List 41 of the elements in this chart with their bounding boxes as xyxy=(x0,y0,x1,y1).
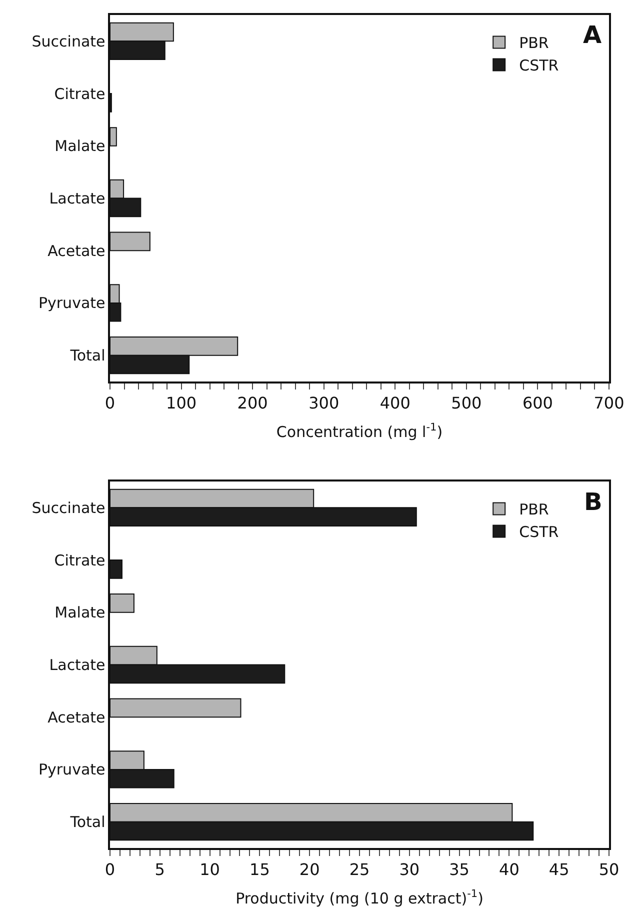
x-tick-label: 20 xyxy=(299,860,320,879)
x-tick-label: 15 xyxy=(250,860,270,879)
annotation: B xyxy=(584,488,602,516)
x-tick-label: 35 xyxy=(449,860,470,879)
x-tick-label: 30 xyxy=(399,860,420,879)
legend-label: PBR xyxy=(519,500,549,519)
x-tick-label: 5 xyxy=(154,860,165,879)
y-tick-label: Pyruvate xyxy=(38,294,106,312)
x-tick-label: 0 xyxy=(104,860,116,879)
annotation: A xyxy=(583,21,602,49)
x-tick-label: 45 xyxy=(548,860,570,879)
y-tick-label: Malate xyxy=(54,604,106,622)
x-axis-title: Productivity (mg (10 g extract)$^{-1}$) xyxy=(236,888,484,908)
y-tick-label: Pyruvate xyxy=(38,760,106,779)
x-tick-label: 40 xyxy=(499,860,520,879)
y-tick-label: Malate xyxy=(54,137,106,156)
x-tick-label: 50 xyxy=(598,860,620,879)
x-tick-label: 300 xyxy=(308,393,340,412)
y-tick-label: Lactate xyxy=(49,190,106,208)
legend-label: CSTR xyxy=(519,523,559,542)
x-tick-label: 10 xyxy=(200,860,220,879)
y-tick-label: Total xyxy=(69,813,106,832)
x-tick-label: 600 xyxy=(522,393,553,412)
x-tick-label: 700 xyxy=(594,393,624,412)
x-tick-label: 25 xyxy=(349,860,370,879)
x-tick-label: 0 xyxy=(104,393,116,412)
x-tick-label: 200 xyxy=(237,393,268,412)
legend-label: PBR xyxy=(519,34,549,52)
y-tick-label: Acetate xyxy=(48,708,106,726)
y-tick-label: Succinate xyxy=(32,498,106,517)
y-tick-label: Citrate xyxy=(54,84,106,103)
y-tick-label: Citrate xyxy=(54,551,106,570)
y-tick-label: Total xyxy=(69,346,106,365)
x-tick-label: 400 xyxy=(380,393,410,412)
y-tick-label: Lactate xyxy=(49,656,106,674)
y-tick-label: Acetate xyxy=(48,242,106,260)
y-tick-label: Succinate xyxy=(32,32,106,50)
x-axis-title: Concentration (mg l$^{-1}$) xyxy=(276,422,443,441)
x-tick-label: 100 xyxy=(166,393,197,412)
legend-label: CSTR xyxy=(519,56,559,75)
x-tick-label: 500 xyxy=(451,393,482,412)
